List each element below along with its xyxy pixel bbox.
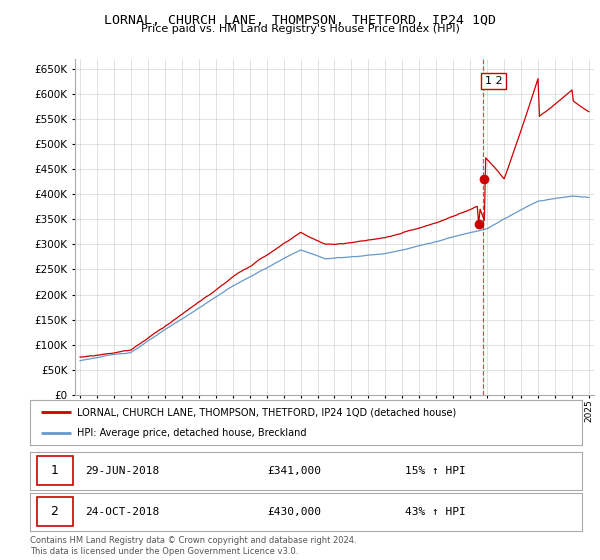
Text: £430,000: £430,000 — [268, 507, 322, 517]
FancyBboxPatch shape — [37, 497, 73, 526]
Text: £341,000: £341,000 — [268, 466, 322, 476]
Text: 29-JUN-2018: 29-JUN-2018 — [85, 466, 160, 476]
Text: HPI: Average price, detached house, Breckland: HPI: Average price, detached house, Brec… — [77, 428, 307, 438]
Text: 1: 1 — [50, 464, 58, 478]
Text: LORNAL, CHURCH LANE, THOMPSON, THETFORD, IP24 1QD: LORNAL, CHURCH LANE, THOMPSON, THETFORD,… — [104, 14, 496, 27]
Text: 1 2: 1 2 — [485, 76, 502, 86]
FancyBboxPatch shape — [37, 456, 73, 486]
Text: LORNAL, CHURCH LANE, THOMPSON, THETFORD, IP24 1QD (detached house): LORNAL, CHURCH LANE, THOMPSON, THETFORD,… — [77, 408, 456, 418]
Text: Contains HM Land Registry data © Crown copyright and database right 2024.
This d: Contains HM Land Registry data © Crown c… — [30, 536, 356, 556]
Text: 43% ↑ HPI: 43% ↑ HPI — [406, 507, 466, 517]
Text: 24-OCT-2018: 24-OCT-2018 — [85, 507, 160, 517]
Text: 2: 2 — [50, 505, 58, 519]
Text: 15% ↑ HPI: 15% ↑ HPI — [406, 466, 466, 476]
Text: Price paid vs. HM Land Registry's House Price Index (HPI): Price paid vs. HM Land Registry's House … — [140, 24, 460, 34]
